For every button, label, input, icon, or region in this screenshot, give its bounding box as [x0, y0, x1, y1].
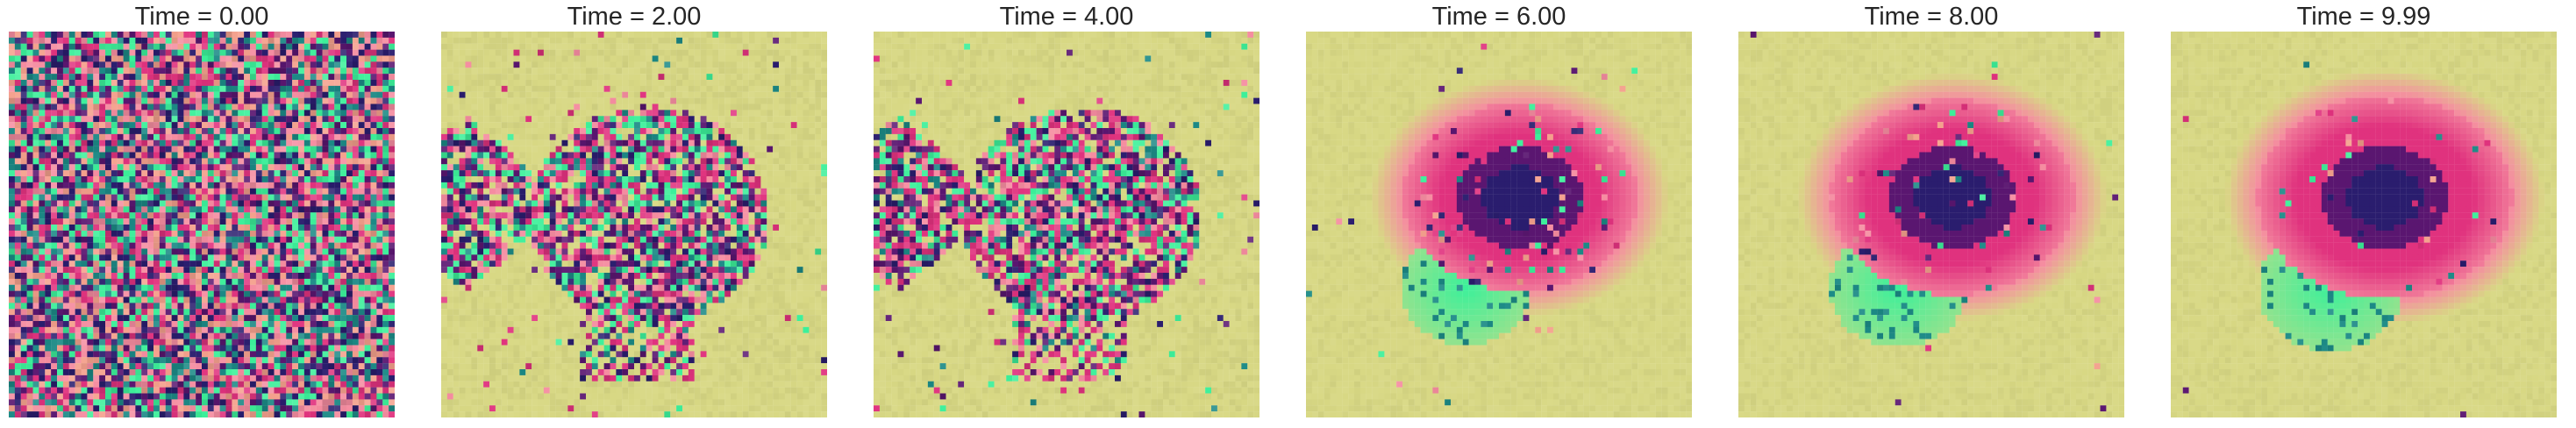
panel-time-6: Time = 6.00 [1306, 0, 1692, 428]
panel-time-0: Time = 0.00 [9, 0, 395, 428]
panel-time-2: Time = 2.00 [441, 0, 827, 428]
pixel-grid-image [2171, 32, 2557, 417]
panel-title: Time = 2.00 [441, 2, 827, 32]
panel-title: Time = 6.00 [1306, 2, 1692, 32]
pixel-grid-image [1738, 32, 2124, 417]
pixel-grid-image [874, 32, 1259, 417]
panel-title: Time = 0.00 [9, 2, 395, 32]
pixel-grid-image [9, 32, 395, 417]
pixel-grid-image [441, 32, 827, 417]
panel-title: Time = 8.00 [1738, 2, 2124, 32]
panel-title: Time = 9.99 [2171, 2, 2557, 32]
panel-time-9-99: Time = 9.99 [2171, 0, 2557, 428]
panel-time-4: Time = 4.00 [874, 0, 1259, 428]
pixel-grid-image [1306, 32, 1692, 417]
panel-time-8: Time = 8.00 [1738, 0, 2124, 428]
panel-title: Time = 4.00 [874, 2, 1259, 32]
